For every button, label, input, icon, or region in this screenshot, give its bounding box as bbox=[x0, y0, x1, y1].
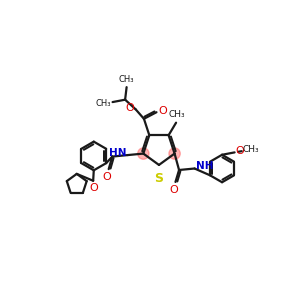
Text: S: S bbox=[154, 172, 164, 184]
Text: NH: NH bbox=[196, 161, 213, 171]
Text: HN: HN bbox=[109, 148, 126, 158]
Text: CH₃: CH₃ bbox=[168, 110, 185, 119]
Text: CH₃: CH₃ bbox=[119, 75, 134, 84]
Text: O: O bbox=[103, 172, 111, 182]
Text: O: O bbox=[89, 182, 98, 193]
Circle shape bbox=[138, 148, 149, 159]
Text: O: O bbox=[236, 146, 244, 156]
Text: CH₃: CH₃ bbox=[95, 99, 111, 108]
Text: O: O bbox=[158, 106, 167, 116]
Text: O: O bbox=[125, 103, 134, 113]
Text: CH₃: CH₃ bbox=[243, 146, 260, 154]
Circle shape bbox=[169, 148, 180, 159]
Text: O: O bbox=[169, 185, 178, 195]
